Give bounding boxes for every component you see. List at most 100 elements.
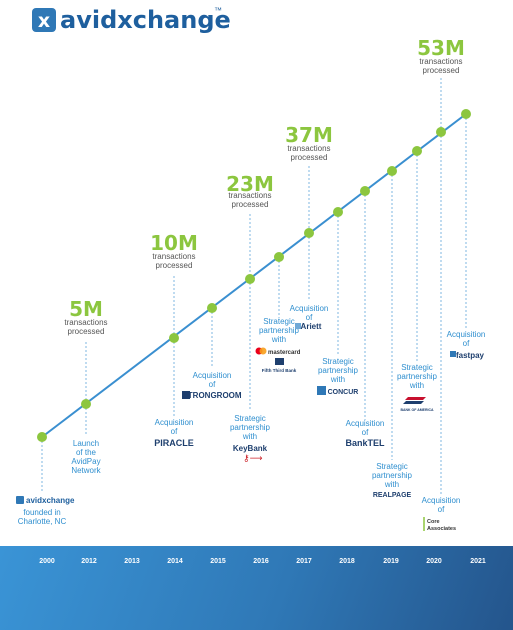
- milestone-37m: 37M transactions processed: [285, 123, 333, 162]
- event-text: Acquisition: [422, 496, 461, 505]
- logo-mark-x: x: [38, 10, 50, 32]
- strongroom-logo: STRONGROOM: [182, 391, 241, 400]
- milestone-value: 53M: [417, 36, 465, 60]
- event-text: Network: [71, 466, 101, 475]
- bank-of-america-flag-icon: [403, 397, 426, 404]
- event-partnership-bank-of-america: Strategic partnership with BANK OF AMERI…: [397, 363, 438, 412]
- milestone-23m: 23M transactions processed: [226, 172, 274, 209]
- event-text: Strategic: [263, 317, 295, 326]
- event-founded: avidxchange founded in Charlotte, NC: [16, 496, 75, 526]
- year-label: 2000: [39, 558, 55, 565]
- milestone-caption: processed: [423, 66, 460, 75]
- timeline-node: [245, 274, 255, 284]
- logo-wordmark: avidxchange: [60, 6, 231, 34]
- key-icon: ⚷⟶: [243, 454, 263, 464]
- nodes: [37, 109, 471, 442]
- growth-line: [41, 113, 467, 438]
- logo-mark-icon: [32, 8, 56, 32]
- timeline-diagram: x avidxchange ™ 5M transactions processe…: [16, 6, 486, 532]
- year-label: 2019: [383, 558, 399, 565]
- event-text: Acquisition: [193, 371, 232, 380]
- event-text: Acquisition: [290, 304, 329, 313]
- milestone-5m: 5M transactions processed: [64, 297, 107, 336]
- event-text: Launch: [73, 439, 99, 448]
- fastpay-logo: fastpay: [456, 351, 485, 360]
- event-text: partnership: [397, 372, 438, 381]
- logo-trademark: ™: [214, 6, 222, 15]
- event-text: Strategic: [234, 414, 266, 423]
- timeline-node: [274, 252, 284, 262]
- milestone-caption: transactions: [419, 57, 462, 66]
- milestones: 5M transactions processed 10M transactio…: [64, 36, 464, 336]
- milestone-value: 10M: [150, 231, 198, 255]
- event-text: with: [384, 480, 399, 489]
- milestone-caption: processed: [68, 327, 105, 336]
- event-text: of: [306, 313, 313, 322]
- strongroom-logo-icon: [182, 391, 190, 399]
- banktel-logo: BankTEL: [345, 438, 385, 448]
- event-text: Acquisition: [447, 330, 486, 339]
- event-partnership-mastercard: Strategic partnership with mastercard Fi…: [255, 317, 301, 373]
- keybank-logo: KeyBank: [233, 444, 268, 453]
- core-associates-logo-2: Associates: [427, 526, 456, 532]
- year-label: 2017: [296, 558, 312, 565]
- timeline-node: [360, 186, 370, 196]
- timeline-node: [169, 333, 179, 343]
- timeline-node: [387, 166, 397, 176]
- event-text: of: [438, 505, 445, 514]
- timeline-node: [37, 432, 47, 442]
- milestone-caption: processed: [291, 153, 328, 162]
- year-label: 2021: [470, 558, 486, 565]
- avidxchange-logo-icon: [16, 496, 24, 504]
- year-label: 2013: [124, 558, 140, 565]
- bank-of-america-logo: BANK OF AMERICA: [400, 408, 434, 412]
- year-label: 2016: [253, 558, 269, 565]
- event-text: partnership: [372, 471, 413, 480]
- event-text: of: [463, 339, 470, 348]
- event-text: of the: [76, 448, 97, 457]
- event-text: Strategic: [376, 462, 408, 471]
- event-partnership-keybank: Strategic partnership with KeyBank ⚷⟶: [230, 414, 271, 464]
- event-logo: avidxchange: [26, 496, 75, 505]
- fastpay-logo-icon: [450, 351, 456, 357]
- event-text: Strategic: [401, 363, 433, 372]
- year-label: 2018: [339, 558, 355, 565]
- event-acquisition-strongroom: Acquisition of STRONGROOM: [182, 371, 242, 400]
- piracle-logo: PIRACLE: [154, 438, 194, 448]
- milestone-caption: transactions: [287, 144, 330, 153]
- timeline-node: [461, 109, 471, 119]
- milestone-caption: transactions: [64, 318, 107, 327]
- year-label: 2014: [167, 558, 183, 565]
- year-label: 2012: [81, 558, 97, 565]
- fifth-third-bank-icon: [275, 358, 284, 365]
- event-acquisition-banktel: Acquisition of BankTEL: [345, 419, 385, 448]
- event-acquisition-fastpay: Acquisition of fastpay: [447, 330, 486, 360]
- event-text: with: [409, 381, 424, 390]
- timeline-node: [412, 146, 422, 156]
- event-text: Acquisition: [346, 419, 385, 428]
- event-text: Charlotte, NC: [18, 517, 67, 526]
- milestone-caption: processed: [232, 200, 269, 209]
- timeline-node: [333, 207, 343, 217]
- concur-logo-icon: [317, 386, 326, 395]
- ariett-logo: Ariett: [301, 322, 322, 331]
- event-text: partnership: [230, 423, 271, 432]
- event-text: AvidPay: [71, 457, 100, 466]
- milestone-10m: 10M transactions processed: [150, 231, 198, 270]
- event-launch-avidpay: Launch of the AvidPay Network: [71, 439, 101, 475]
- milestone-caption: transactions: [152, 252, 195, 261]
- event-text: of: [209, 380, 216, 389]
- year-label: 2020: [426, 558, 442, 565]
- milestone-value: 23M: [226, 172, 274, 196]
- event-partnership-concur: Strategic partnership with CONCUR: [317, 357, 359, 396]
- mastercard-icon-overlap: [259, 347, 267, 355]
- event-acquisition-piracle: Acquisition of PIRACLE: [154, 418, 194, 448]
- event-acquisition-core-associates: Acquisition of Core Associates: [422, 496, 461, 532]
- event-text: partnership: [259, 326, 300, 335]
- event-acquisition-ariett: Acquisition of Ariett: [290, 304, 329, 331]
- event-text: with: [330, 375, 345, 384]
- milestone-caption: processed: [156, 261, 193, 270]
- realpage-logo: REALPAGE: [373, 492, 412, 499]
- concur-logo: CONCUR: [328, 389, 359, 396]
- event-text: of: [362, 428, 369, 437]
